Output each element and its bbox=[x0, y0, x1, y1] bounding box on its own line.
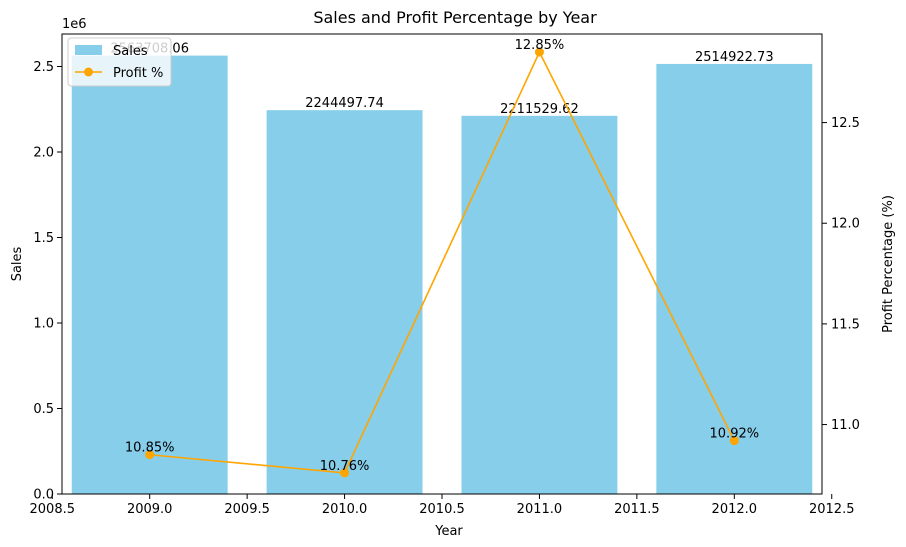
y2-tick-label: 12.0 bbox=[831, 217, 860, 232]
x-tick-label: 2009.5 bbox=[224, 502, 270, 517]
line-layer: 10.85% 10.76% 12.85% 10.92% bbox=[125, 38, 760, 478]
x-tick-label: 2012.5 bbox=[809, 502, 855, 517]
legend: Sales Profit % bbox=[67, 37, 172, 87]
x-tick-label: 2010.0 bbox=[322, 502, 368, 517]
profit-marker bbox=[534, 47, 544, 57]
x-axis-label: Year bbox=[434, 524, 463, 539]
y2-tick-label: 11.0 bbox=[831, 418, 860, 433]
sales-bar-label: 2514922.73 bbox=[695, 50, 774, 65]
y-offset-label: 1e6 bbox=[62, 17, 87, 32]
x-tick-label: 2010.5 bbox=[419, 502, 465, 517]
profit-marker bbox=[340, 468, 350, 478]
axes-layer: 2008.5 2009.0 2009.5 2010.0 2010.5 2011.0 2011… bbox=[30, 33, 860, 517]
y-tick-label: 2.5 bbox=[33, 60, 54, 75]
sales-bar bbox=[266, 110, 423, 494]
x-tick-label: 2008.5 bbox=[30, 502, 76, 517]
sales-bar-label: 2244497.74 bbox=[305, 96, 384, 111]
sales-bar bbox=[461, 115, 618, 494]
y2-tick-label: 11.5 bbox=[831, 317, 860, 332]
profit-line bbox=[149, 50, 736, 474]
x-tick-label: 2009.0 bbox=[127, 502, 173, 517]
profit-marker bbox=[145, 450, 155, 460]
y-tick-label: 0.5 bbox=[33, 402, 54, 417]
profit-label: 10.85% bbox=[125, 441, 175, 456]
profit-label: 10.76% bbox=[320, 459, 370, 474]
y-tick-label: 1.0 bbox=[33, 316, 54, 331]
y2-axis-label: Profit Percentage (%) bbox=[881, 195, 896, 333]
sales-bar-label: 2211529.62 bbox=[500, 102, 579, 117]
sales-bar bbox=[71, 55, 228, 495]
y-tick-label: 0.0 bbox=[33, 488, 54, 503]
y-tick-label: 1.5 bbox=[33, 231, 54, 246]
sales-bar bbox=[656, 63, 813, 494]
x-tick-label: 2012.0 bbox=[712, 502, 758, 517]
legend-sales-label: Sales bbox=[113, 44, 148, 59]
legend-profit-marker bbox=[84, 67, 93, 77]
legend-profit-label: Profit % bbox=[113, 66, 163, 81]
x-tick-label: 2011.0 bbox=[517, 502, 563, 517]
bars-layer bbox=[71, 55, 813, 495]
y-tick-label: 2.0 bbox=[33, 145, 54, 160]
chart-title: Sales and Profit Percentage by Year bbox=[313, 8, 597, 27]
y2-tick-label: 12.5 bbox=[831, 116, 860, 131]
legend-sales-swatch bbox=[75, 45, 102, 55]
x-tick-label: 2011.5 bbox=[614, 502, 660, 517]
profit-label: 10.92% bbox=[710, 427, 760, 442]
profit-marker bbox=[729, 436, 739, 446]
y-axis-label: Sales bbox=[10, 246, 25, 281]
profit-label: 12.85% bbox=[515, 38, 565, 53]
